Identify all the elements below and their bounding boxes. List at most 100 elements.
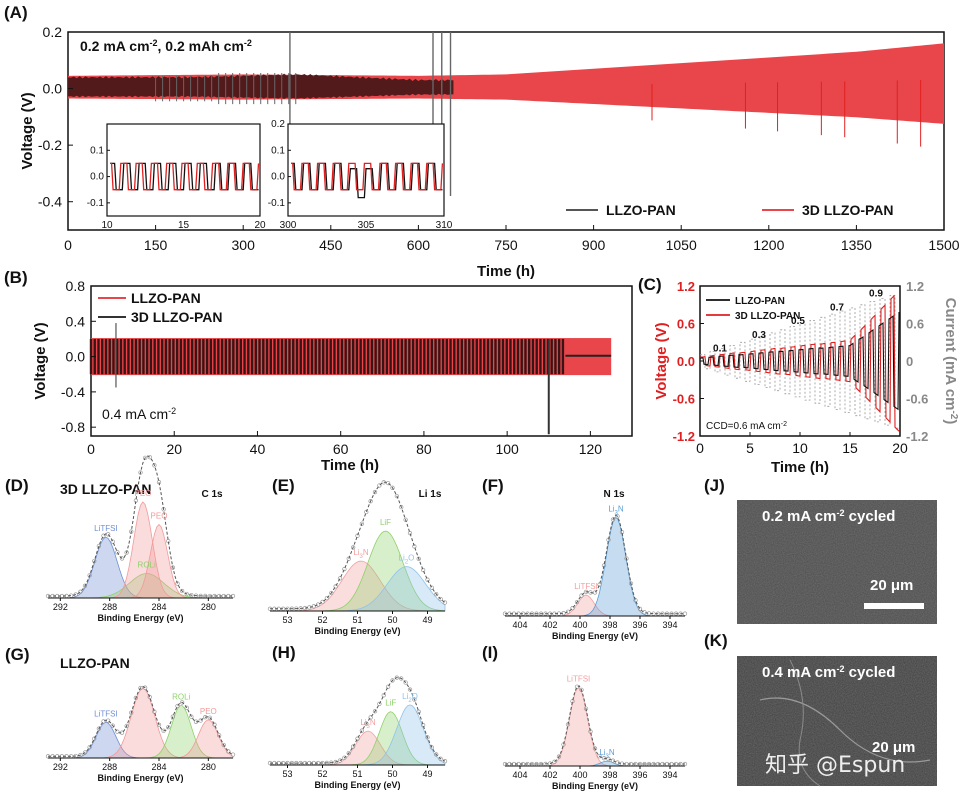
xps-data-point [133, 695, 139, 701]
panel-b-x-label: Time (h) [321, 457, 379, 474]
xps-xtick-label: 398 [602, 620, 617, 630]
xps-data-point [438, 756, 443, 761]
panel-a-inset-1: 0.1 0.0 -0.1 10 15 20 [87, 123, 266, 231]
xps-data-point [425, 735, 430, 740]
b-ytick-label: -0.4 [61, 384, 85, 400]
xps-peak-label: LiTFSI [574, 582, 598, 591]
c-step-label: 0.5 [791, 316, 805, 327]
panel-b-voltage-traces [89, 323, 612, 435]
xps-data-point [92, 736, 97, 741]
xps-data-point [184, 705, 189, 710]
xps-data-point [579, 593, 584, 598]
a-ytick-label: -0.2 [38, 137, 62, 153]
xps-peak-label: LiTFSI [94, 709, 118, 718]
xps-peak-fill [505, 517, 685, 617]
xps-data-point [119, 556, 125, 561]
xps-data-point [394, 675, 400, 680]
panel-c-plot: 1.20.60.0-0.6-1.21.20.60-0.6-1.20 5 10 15 20… [653, 279, 960, 476]
xps-panel-g: (G) LLZO-PAN 292 288 284 280 Binding Energy (e… [5, 645, 236, 783]
panel-label-i: (I) [482, 643, 498, 662]
c-y2tick-label: -1.2 [906, 429, 928, 444]
a-xtick-label: 750 [494, 237, 518, 253]
xps-xtick-label: 51 [352, 615, 362, 625]
legend-c-llzo-label: LLZO-PAN [735, 296, 785, 307]
xps-core-level: Li 1s [419, 489, 442, 500]
xps-data-point [152, 709, 157, 714]
xps-data-point [78, 589, 83, 594]
xps-data-point [359, 728, 365, 733]
inset-ytick-label: 0.2 [271, 119, 285, 130]
a-xtick-label: 300 [232, 237, 256, 253]
b-xtick-label: 120 [579, 441, 603, 457]
xps-data-point [442, 600, 448, 605]
xps-fit-envelope [48, 455, 233, 597]
xps-data-point [207, 715, 213, 720]
panel-b-condition: 0.4 mA cm-2 [102, 406, 176, 422]
xps-data-point [394, 493, 400, 499]
xps-data-point [350, 545, 356, 550]
xps-data-point [115, 550, 120, 555]
inset-ytick-label: 0.1 [90, 145, 104, 156]
series-llzo-pan [699, 311, 900, 411]
xps-data-point [434, 752, 439, 757]
inset-xtick-label: 305 [358, 220, 375, 231]
xps-data-point [355, 736, 360, 741]
c-xtick-label: 5 [746, 440, 754, 456]
panel-a-inset-2: 0.2 0.1 0.0 -0.1 300 305 310 [268, 119, 453, 231]
xps-data-point [294, 606, 299, 611]
xps-core-level: C 1s [201, 489, 223, 500]
panel-c-ticks: 1.20.60.0-0.6-1.21.20.60-0.6-1.20 5 10 15 20 [673, 279, 929, 456]
xps-data-point [184, 591, 189, 597]
xps-data-point [101, 533, 106, 538]
panel-a-y-ticks: 0.2 0.0 -0.2 -0.4 [38, 24, 73, 210]
xps-data-point [438, 596, 443, 602]
xps-peak-label: Li2O [402, 692, 418, 704]
c-y2tick-label: 1.2 [906, 279, 924, 294]
xps-peak-label: Li3N [360, 718, 376, 730]
xps-data-point [390, 485, 395, 490]
xps-x-label: Binding Energy (eV) [552, 781, 638, 791]
xps-peak-label: Li3N [608, 504, 624, 516]
xps-xtick-label: 49 [422, 769, 432, 779]
c-step-label: 0.9 [869, 289, 883, 300]
sem-j-caption: 0.2 mA cm-2 cycled [762, 508, 895, 525]
xps-peak-label: LiF [385, 699, 396, 708]
xps-data-point [147, 694, 152, 700]
xps-data-point [403, 517, 408, 522]
inset-xtick-label: 15 [178, 220, 190, 231]
xps-xtick-label: 53 [282, 769, 292, 779]
panel-label-h: (H) [272, 643, 296, 662]
a-xtick-label: 0 [64, 237, 72, 253]
xps-data-point [315, 602, 321, 607]
xps-data-point [337, 758, 343, 763]
inset-2-series-3d-llzo-pan [291, 162, 444, 191]
xps-data-point [420, 722, 426, 728]
xps-data-point [216, 733, 222, 738]
xps-data-point [156, 722, 162, 727]
xps-data-point [198, 718, 203, 723]
sem-k-scale-label: 20 μm [872, 739, 915, 756]
xps-peak-label: LiTFSI [567, 675, 591, 684]
xps-xtick-label: 51 [352, 769, 362, 779]
inset-xtick-label: 300 [280, 220, 297, 231]
xps-xtick-label: 402 [542, 770, 557, 780]
panel-a-x-label: Time (h) [477, 263, 535, 280]
panel-c-y2-label: Current (mA cm-2) [942, 298, 960, 425]
xps-data-point [342, 566, 347, 572]
c-step-label: 0.7 [830, 302, 844, 313]
c-xtick-label: 15 [842, 440, 858, 456]
b-xtick-label: 80 [416, 441, 432, 457]
xps-data-point [597, 754, 602, 759]
inset-ytick-label: -0.1 [268, 198, 286, 209]
panel-label-j: (J) [704, 476, 725, 495]
xps-xtick-label: 292 [53, 762, 68, 772]
a-ytick-label: 0.2 [43, 24, 63, 40]
xps-data-point [226, 749, 231, 754]
inset-xtick-label: 10 [101, 220, 113, 231]
panel-label-g: (G) [5, 645, 30, 664]
xps-data-point [385, 480, 391, 486]
xps-data-point [342, 755, 347, 760]
xps-panel-e: (E) Li 1s 53 52 51 50 49 Binding Energy (eV) Li3… [267, 476, 448, 636]
sem-k-caption: 0.4 mA cm-2 cycled [762, 664, 895, 681]
panel-b-plot: 0.8 0.4 0.0 -0.4 -0.8 0 20 40 60 80 100 120 Time (… [32, 278, 633, 474]
